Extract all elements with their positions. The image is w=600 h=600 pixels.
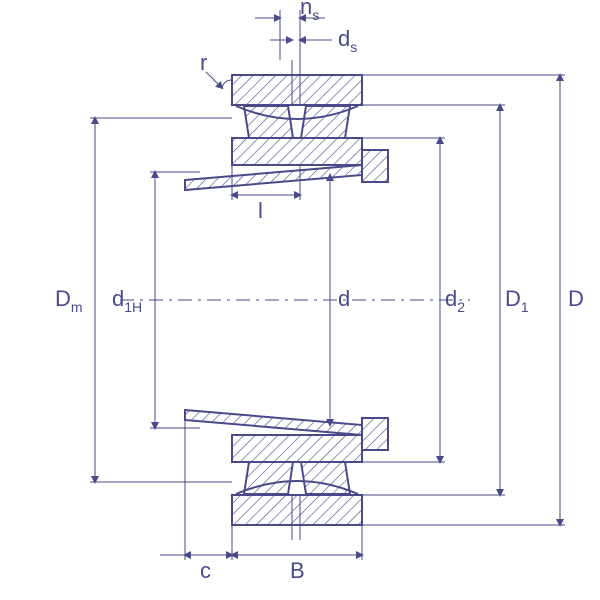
dim-l: l [258, 198, 263, 223]
dim-ds: ds [338, 26, 357, 55]
dim-d: d [338, 286, 350, 311]
dim-d1H: d1H [112, 286, 142, 315]
dim-c: c [200, 558, 211, 583]
top-section [185, 60, 388, 190]
bottom-section [185, 410, 388, 540]
dim-d2: d2 [445, 286, 465, 315]
dim-Dm: Dm [55, 286, 83, 315]
dim-D1: D1 [505, 286, 529, 315]
dim-B: B [290, 558, 305, 583]
dim-ns: ns [300, 0, 319, 23]
bearing-cross-section: D D1 d2 d Dm d1H B c [0, 0, 600, 600]
dim-r: r [200, 50, 207, 75]
dim-D: D [568, 286, 584, 311]
